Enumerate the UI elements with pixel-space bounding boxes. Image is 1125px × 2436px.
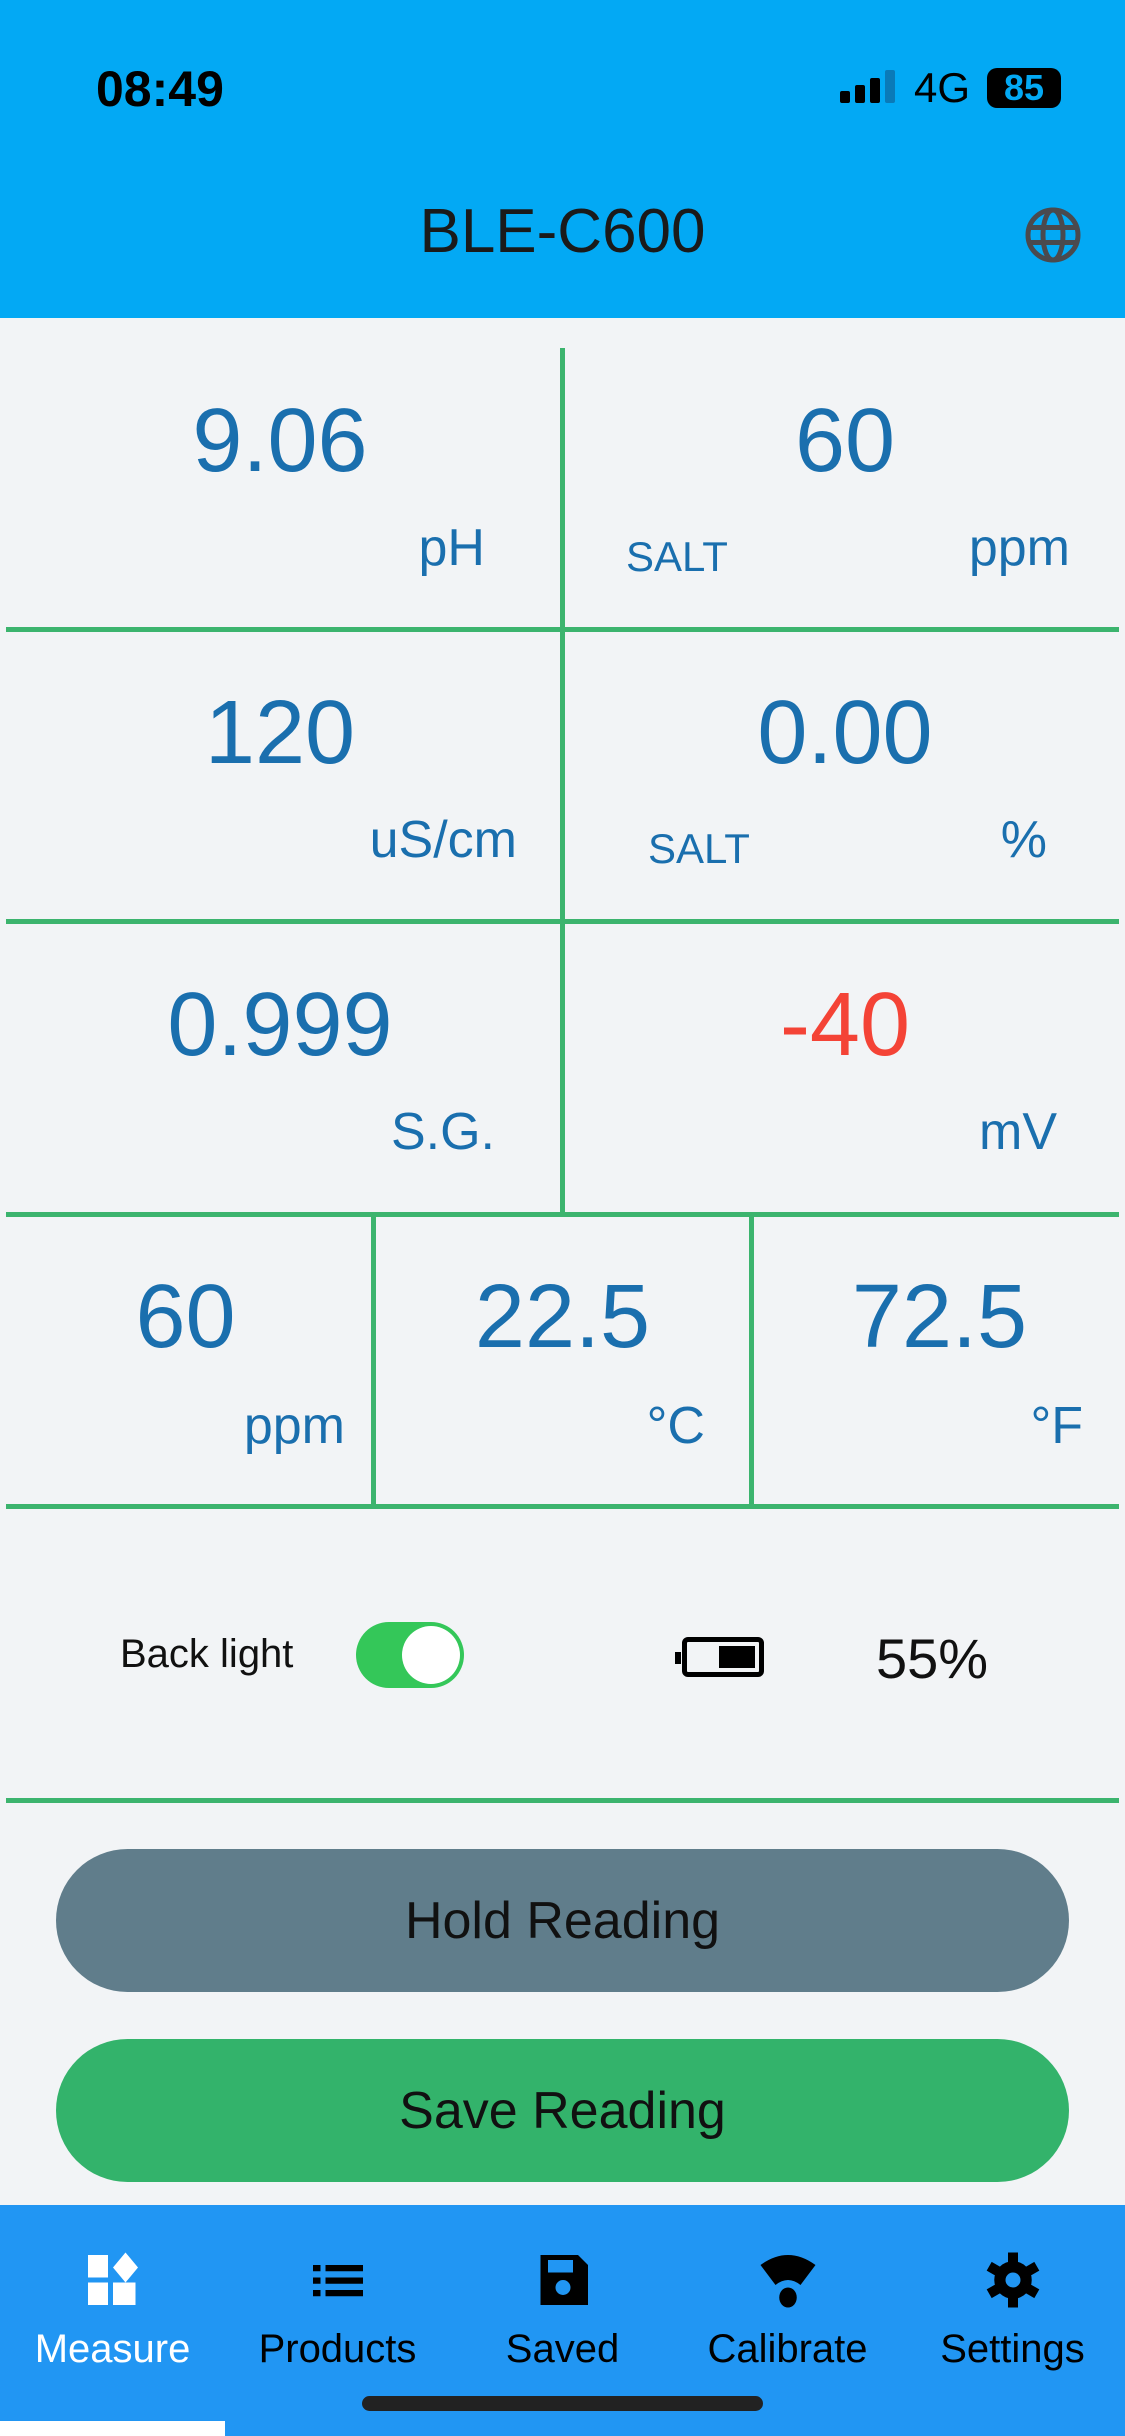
divider <box>6 1798 1119 1803</box>
network-type: 4G <box>914 64 971 111</box>
tab-measure[interactable]: Measure <box>0 2250 225 2372</box>
mv-unit: mV <box>979 1103 1057 1161</box>
signal-icon <box>840 70 895 103</box>
divider <box>6 1212 1119 1217</box>
divider <box>6 627 1119 632</box>
tab-label: Settings <box>940 2327 1085 2371</box>
conductivity-value: 120 <box>204 683 356 783</box>
salt-percent-value: 0.00 <box>757 683 933 783</box>
active-tab-indicator <box>0 2421 225 2436</box>
globe-icon[interactable] <box>1023 205 1083 265</box>
status-time: 08:49 <box>96 61 224 117</box>
gear-icon <box>986 2252 1039 2308</box>
tab-label: Saved <box>505 2327 620 2371</box>
tab-label: Measure <box>34 2327 191 2371</box>
conductivity-unit: uS/cm <box>369 811 517 869</box>
temp-f-unit: °F <box>1030 1397 1083 1455</box>
tab-label: Calibrate <box>707 2327 868 2371</box>
sg-value: 0.999 <box>167 975 393 1075</box>
salt-label: SALT <box>648 825 750 872</box>
mv-value: -40 <box>779 975 911 1075</box>
tab-saved[interactable]: Saved <box>450 2250 675 2372</box>
list-icon <box>312 2265 363 2297</box>
ph-value: 9.06 <box>192 391 368 491</box>
phone-battery: 85 <box>987 68 1061 108</box>
salt-ppm-unit: ppm <box>968 519 1070 577</box>
save-icon <box>540 2255 588 2305</box>
divider <box>560 348 565 1214</box>
divider <box>6 1504 1119 1509</box>
tab-label: Products <box>258 2327 417 2371</box>
salt-label: SALT <box>626 533 728 580</box>
sg-unit: S.G. <box>390 1103 495 1161</box>
temp-f-value: 72.5 <box>851 1267 1028 1367</box>
tab-products[interactable]: Products <box>225 2250 450 2372</box>
signal-icon <box>760 2255 815 2308</box>
tds-unit: ppm <box>243 1397 345 1455</box>
dashboard-icon <box>87 2252 138 2305</box>
home-indicator <box>362 2396 763 2411</box>
divider <box>749 1212 754 1506</box>
divider <box>371 1212 376 1506</box>
temp-c-unit: °C <box>646 1397 705 1455</box>
device-battery-percent: 55% <box>876 1627 989 1690</box>
device-battery-icon <box>675 1637 764 1677</box>
tab-settings[interactable]: Settings <box>900 2250 1125 2372</box>
hold-reading-button[interactable]: Hold Reading <box>56 1849 1069 1992</box>
temp-c-value: 22.5 <box>474 1267 651 1367</box>
app-header <box>0 0 1125 318</box>
save-reading-button[interactable]: Save Reading <box>56 2039 1069 2182</box>
tab-calibrate[interactable]: Calibrate <box>675 2250 900 2372</box>
ph-unit: pH <box>418 519 485 577</box>
backlight-label: Back light <box>120 1632 294 1676</box>
page-title: BLE-C600 <box>419 197 706 266</box>
tds-value: 60 <box>135 1267 236 1367</box>
backlight-toggle[interactable] <box>356 1622 464 1688</box>
salt-percent-unit: % <box>1000 811 1047 869</box>
salt-ppm-value: 60 <box>794 391 896 491</box>
divider <box>6 919 1119 924</box>
